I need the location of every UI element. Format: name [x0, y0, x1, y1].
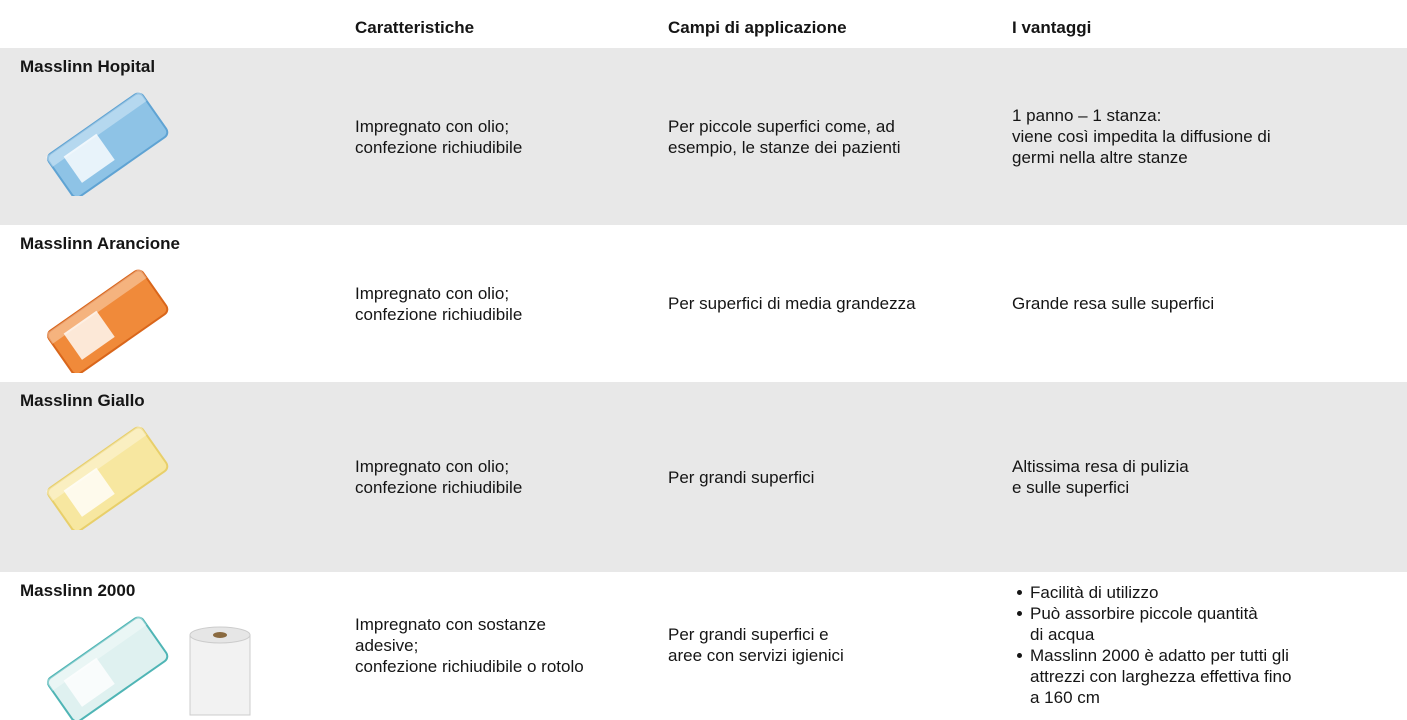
text-line: Per superfici di media grandezza [668, 294, 916, 313]
column-header: I vantaggi [1012, 18, 1092, 37]
text-line: germi nella altre stanze [1012, 148, 1188, 167]
column-header: Campi di applicazione [668, 18, 847, 37]
applications-cell: Per grandi superfici [668, 382, 814, 572]
applications-cell: Per superfici di media grandezza [668, 225, 916, 382]
table-row: Masslinn 2000 Impregnato con sostanze ades… [0, 572, 1407, 720]
table-row: Masslinn Hopital Impregnato con olio; conf… [0, 48, 1407, 225]
text-line: confezione richiudibile [355, 304, 523, 324]
advantages-cell: Altissima resa di pulizia e sulle superfi… [1012, 382, 1189, 572]
text-line: Può assorbire piccole quantità [1030, 604, 1258, 623]
advantages-cell: Grande resa sulle superfici [1012, 225, 1214, 382]
text-line: Per grandi superfici [668, 467, 815, 487]
text-line: e sulle superfici [1012, 478, 1130, 497]
advantages-cell: 1 panno – 1 stanza: viene così impedita l… [1012, 48, 1271, 225]
product-name: Masslinn Arancione [20, 234, 180, 253]
product-name: Masslinn 2000 [20, 581, 136, 600]
text-line: Per grandi superfici e [668, 625, 829, 644]
product-image [45, 268, 169, 373]
features-cell: Impregnato con olio; confezione richiudib… [355, 382, 522, 572]
text-line: confezione richiudibile [355, 478, 523, 497]
column-header: Caratteristiche [355, 18, 475, 37]
applications-cell: Per piccole superfici come, ad esempio, l… [668, 48, 900, 225]
text-line: confezione richiudibile o rotolo [355, 656, 584, 676]
product-name: Masslinn Giallo [20, 391, 145, 410]
features-cell: Impregnato con olio; confezione richiudib… [355, 48, 522, 225]
text-line: attrezzi con larghezza effettiva fino [1030, 667, 1292, 686]
text-line: aree con servizi igienici [668, 646, 844, 665]
product-image [45, 425, 169, 530]
text-line: viene così impedita la diffusione di [1012, 127, 1271, 146]
product-name: Masslinn Hopital [20, 57, 156, 76]
text-line: Altissima resa di pulizia [1012, 457, 1189, 476]
text-line: 1 panno – 1 stanza: [1012, 106, 1162, 125]
table-row: Masslinn Giallo Impregnato con olio; confe… [0, 382, 1407, 572]
text-line: Grande resa sulle superfici [1012, 294, 1215, 313]
applications-cell: Per grandi superfici e aree con servizi i… [668, 572, 844, 718]
text-line: Impregnato con sostanze [355, 614, 546, 634]
text-line: Per piccole superfici come, ad [668, 116, 895, 136]
text-line: Impregnato con olio; [355, 283, 510, 303]
text-line: adesive; [355, 635, 419, 655]
text-line: a 160 cm [1030, 688, 1100, 707]
text-line: di acqua [1030, 625, 1095, 644]
table-row: Masslinn Arancione Impregnato con olio; co… [0, 225, 1407, 382]
product-image [45, 615, 251, 720]
text-line: Facilità di utilizzo [1030, 583, 1159, 602]
text-line: Masslinn 2000 è adatto per tutti gli [1030, 646, 1289, 665]
bullet-item: Masslinn 2000 è adatto per tutti gli attr… [1016, 645, 1292, 708]
text-line: esempio, le stanze dei pazienti [668, 137, 901, 157]
text-line: confezione richiudibile [355, 137, 523, 157]
features-cell: Impregnato con sostanze adesive; confezion… [355, 572, 584, 718]
bullet-item: Facilità di utilizzo [1016, 582, 1291, 603]
text-line: Impregnato con olio; [355, 116, 510, 136]
features-cell: Impregnato con olio; confezione richiudib… [355, 225, 522, 382]
product-image [45, 91, 169, 196]
bullet-item: Può assorbire piccole quantità di acqua [1016, 603, 1291, 645]
advantages-cell: Facilità di utilizzo Può assorbire piccol… [1012, 572, 1291, 718]
bullet-list: Facilità di utilizzo Può assorbire piccol… [1012, 582, 1291, 708]
text-line: Impregnato con olio; [355, 457, 510, 476]
